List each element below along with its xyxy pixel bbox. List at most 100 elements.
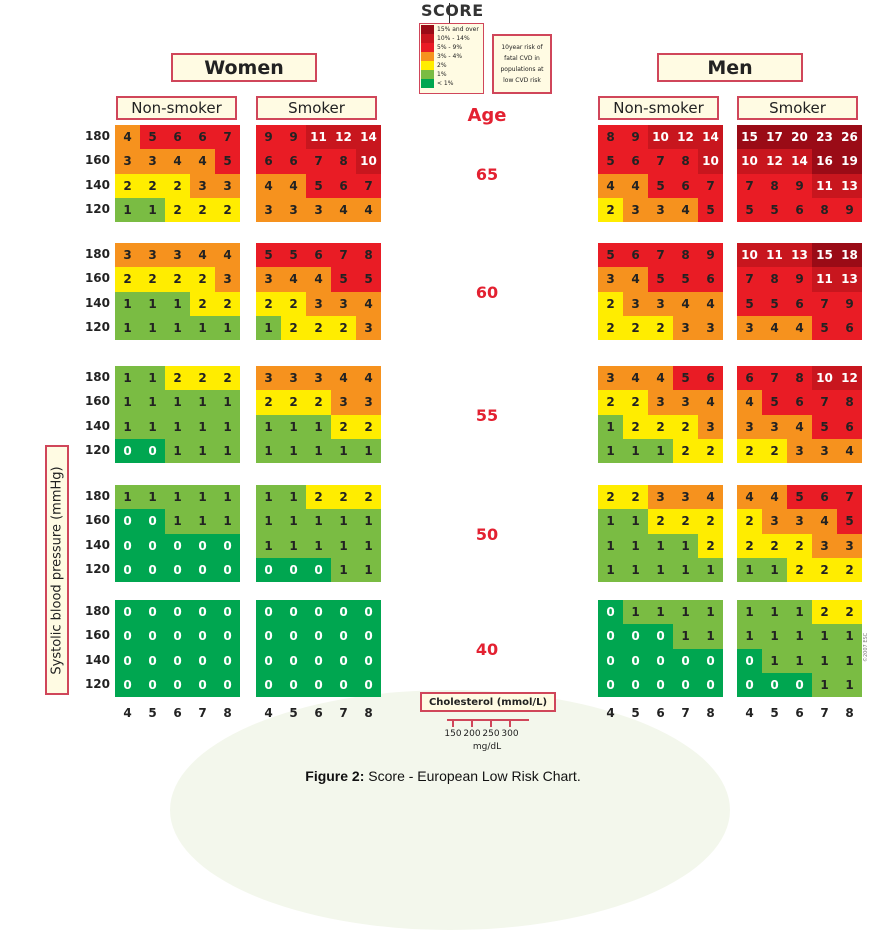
risk-cell: 2 xyxy=(698,438,723,463)
risk-cell: 1 xyxy=(115,366,140,391)
risk-cell: 9 xyxy=(281,125,306,150)
risk-cell: 0 xyxy=(115,624,140,649)
risk-cell: 9 xyxy=(256,125,281,150)
risk-cell: 1 xyxy=(256,414,281,439)
risk-cell: 0 xyxy=(190,600,215,625)
risk-cell: 1 xyxy=(215,390,240,415)
risk-cell: 6 xyxy=(787,390,812,415)
risk-cell: 6 xyxy=(812,485,837,510)
risk-cell: 13 xyxy=(837,267,862,292)
risk-cell: 0 xyxy=(673,648,698,673)
age-label: 55 xyxy=(475,406,499,425)
risk-cell: 2 xyxy=(306,315,331,340)
risk-cell: 0 xyxy=(140,648,165,673)
risk-cell: 5 xyxy=(648,173,673,198)
risk-cell: 2 xyxy=(331,315,356,340)
age-label: 65 xyxy=(475,165,499,184)
risk-cell: 2 xyxy=(737,438,762,463)
risk-cell: 5 xyxy=(737,291,762,316)
risk-cell: 5 xyxy=(256,243,281,268)
risk-cell: 0 xyxy=(598,648,623,673)
risk-cell: 9 xyxy=(837,197,862,222)
cholesterol-tick-label: 7 xyxy=(681,706,690,720)
risk-cell: 18 xyxy=(837,243,862,268)
risk-cell: 2 xyxy=(598,315,623,340)
risk-cell: 2 xyxy=(190,197,215,222)
risk-cell: 2 xyxy=(256,390,281,415)
risk-cell: 0 xyxy=(598,624,623,649)
risk-grid-men-smoker-age-65: 15 17 20 23 26 10 12 14 16 19 7 8 9 11 13 5 5 6 8 9 xyxy=(737,125,862,222)
risk-cell: 3 xyxy=(306,197,331,222)
risk-cell: 1 xyxy=(140,366,165,391)
legend-label: 2% xyxy=(437,62,447,69)
risk-cell: 1 xyxy=(812,624,837,649)
cholesterol-tick-label: 4 xyxy=(606,706,615,720)
risk-cell: 1 xyxy=(165,291,190,316)
risk-cell: 5 xyxy=(673,366,698,391)
risk-cell: 5 xyxy=(598,243,623,268)
risk-cell: 3 xyxy=(281,366,306,391)
risk-cell: 3 xyxy=(648,390,673,415)
risk-cell: 23 xyxy=(812,125,837,150)
risk-cell: 4 xyxy=(356,197,381,222)
cholesterol-tick-label: 5 xyxy=(770,706,779,720)
risk-cell: 4 xyxy=(215,243,240,268)
cholesterol-tick-label: 7 xyxy=(198,706,207,720)
legend-swatch xyxy=(421,52,434,61)
risk-cell: 2 xyxy=(331,485,356,510)
risk-cell: 3 xyxy=(737,315,762,340)
risk-cell: 1 xyxy=(140,197,165,222)
risk-cell: 0 xyxy=(190,557,215,582)
cholesterol-tick-label: 8 xyxy=(364,706,373,720)
risk-cell: 12 xyxy=(762,149,787,174)
cholesterol-tick-label: 6 xyxy=(656,706,665,720)
score-logo: SCORE xyxy=(421,1,484,20)
bp-tick-label: 140 xyxy=(84,652,110,667)
risk-cell: 4 xyxy=(787,414,812,439)
legend-item: 15% and over xyxy=(421,25,483,34)
risk-cell: 1 xyxy=(281,509,306,534)
risk-cell: 0 xyxy=(256,600,281,625)
risk-cell: 26 xyxy=(837,125,862,150)
risk-cell: 1 xyxy=(673,557,698,582)
risk-cell: 8 xyxy=(356,243,381,268)
risk-cell: 6 xyxy=(673,173,698,198)
risk-cell: 2 xyxy=(648,315,673,340)
risk-cell: 1 xyxy=(306,438,331,463)
legend-item: 1% xyxy=(421,70,483,79)
risk-cell: 7 xyxy=(648,243,673,268)
risk-cell: 1 xyxy=(648,533,673,558)
risk-cell: 1 xyxy=(673,533,698,558)
risk-cell: 3 xyxy=(673,315,698,340)
risk-cell: 15 xyxy=(737,125,762,150)
risk-cell: 3 xyxy=(623,291,648,316)
risk-cell: 4 xyxy=(623,366,648,391)
risk-cell: 0 xyxy=(598,672,623,697)
age-title: Age xyxy=(467,105,507,126)
risk-cell: 2 xyxy=(812,557,837,582)
mgdl-tick-label: 200 xyxy=(463,729,481,739)
risk-cell: 5 xyxy=(762,291,787,316)
score-logo-crosshair-icon xyxy=(449,3,450,23)
risk-cell: 2 xyxy=(115,173,140,198)
risk-cell: 0 xyxy=(115,557,140,582)
risk-cell: 8 xyxy=(762,267,787,292)
risk-cell: 7 xyxy=(737,267,762,292)
risk-cell: 3 xyxy=(306,366,331,391)
risk-cell: 0 xyxy=(215,672,240,697)
risk-cell: 4 xyxy=(598,173,623,198)
risk-cell: 1 xyxy=(140,315,165,340)
risk-cell: 2 xyxy=(623,390,648,415)
risk-cell: 3 xyxy=(812,438,837,463)
risk-cell: 1 xyxy=(331,509,356,534)
risk-cell: 6 xyxy=(165,125,190,150)
risk-cell: 0 xyxy=(165,533,190,558)
risk-cell: 2 xyxy=(762,438,787,463)
x-axis-label-text: Cholesterol (mmol/L) xyxy=(428,696,548,708)
risk-cell: 0 xyxy=(115,600,140,625)
risk-cell: 4 xyxy=(356,366,381,391)
risk-cell: 3 xyxy=(306,291,331,316)
